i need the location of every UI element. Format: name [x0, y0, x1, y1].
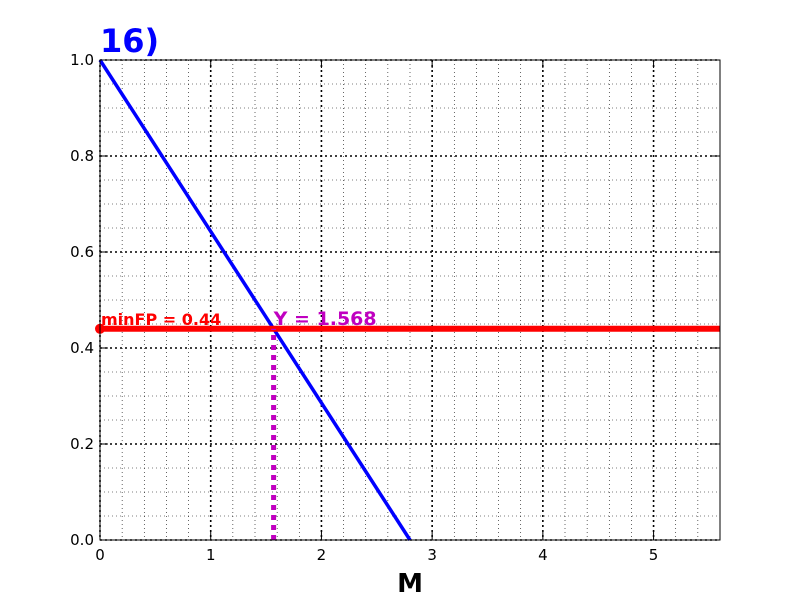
y-tick-label: 0.6 — [70, 243, 94, 261]
y-tick-label: 0.2 — [70, 435, 94, 453]
y-tick-label: 0.0 — [70, 531, 94, 549]
y-tick-label: 0.4 — [70, 339, 94, 357]
annotation-y-value: Y = 1.568 — [273, 308, 377, 330]
y-tick-label: 0.8 — [70, 147, 94, 165]
x-tick-label: 4 — [538, 546, 548, 564]
chart-title: 16) — [100, 22, 159, 60]
annotation-group: minFP = 0.44 Y = 1.568 — [101, 308, 377, 330]
y-tick-label: 1.0 — [70, 51, 94, 69]
series-line-1 — [98, 59, 412, 541]
x-tick-label: 2 — [317, 546, 327, 564]
annotation-minfp: minFP = 0.44 — [101, 310, 221, 329]
x-axis-label: M — [397, 569, 423, 599]
tick-group: 0 1 2 3 4 5 0.0 0.2 0.4 0.6 0.8 1.0 — [70, 51, 720, 564]
x-tick-label: 0 — [95, 546, 105, 564]
plot-frame — [99, 59, 721, 541]
grid — [99, 59, 721, 541]
x-tick-label: 5 — [649, 546, 659, 564]
x-tick-label: 1 — [206, 546, 216, 564]
x-tick-label: 3 — [427, 546, 437, 564]
